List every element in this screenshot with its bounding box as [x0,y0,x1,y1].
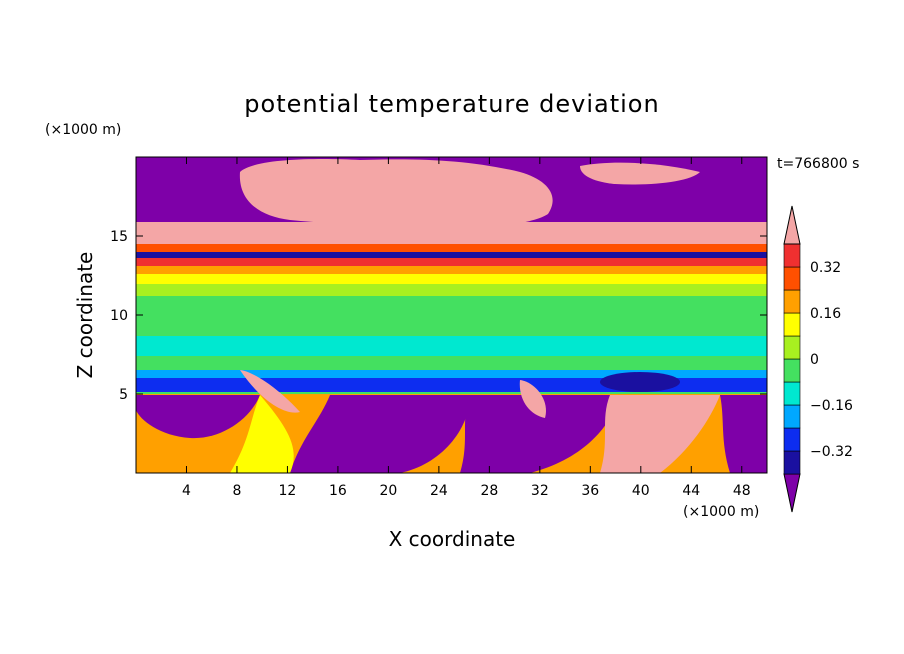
colorbar-segment [783,335,801,360]
blob-lower-yellow [230,395,294,473]
y-tick-label: 10 [110,308,128,324]
blob-lower-warm [600,395,720,473]
colorbar-segment [783,243,801,268]
blob-lower-warm-2 [240,370,300,413]
x-tick-label: 48 [733,483,751,499]
blob-lower-purple-4 [720,395,767,473]
band-cyan [136,336,767,356]
blob-upper-warm [239,159,553,229]
x-tick-label: 32 [531,483,549,499]
blob-cold-mid [600,372,680,392]
x-tick-label: 8 [232,483,241,499]
colorbar-tick-label: −0.32 [810,444,853,460]
colorbar-tick-label: 0 [810,352,819,368]
band-green [136,296,767,336]
x-tick-label: 4 [182,483,191,499]
colorbar-tick-label: −0.16 [810,398,853,414]
colorbar-low-arrow [783,473,801,513]
band-yellow [136,274,767,284]
band-blue [136,252,767,258]
colorbar-segment [783,312,801,337]
band-green-2 [136,356,767,370]
x-tick-label: 24 [430,483,448,499]
colorbar-segment [783,450,801,475]
band-lightblue [136,370,767,378]
time-label: t=766800 s [777,156,859,172]
x-tick-label: 40 [632,483,650,499]
colorbar-segment [783,358,801,383]
x-axis-label: X coordinate [389,527,516,551]
y-axis-label: Z coordinate [73,252,97,379]
y-tick-label: 5 [119,387,128,403]
blob-upper-warm-2 [580,162,700,185]
colorbar-segment [783,404,801,429]
x-tick-label: 12 [279,483,297,499]
colorbar-tick-label: 0.16 [810,306,841,322]
x-tick-label: 44 [682,483,700,499]
blob-lower-purple-3 [460,395,620,473]
colorbar-segment [783,381,801,406]
x-axis: 4 8 12 16 20 24 28 32 36 40 44 48 [182,157,751,499]
colorbar-segment [783,427,801,452]
blob-lower-warm-3 [519,380,546,418]
x-tick-label: 20 [379,483,397,499]
band-orange [136,244,767,252]
y-tick-label: 15 [110,229,128,245]
y-axis: 5 10 15 [110,229,767,403]
colorbar-tick-label: 0.32 [810,260,841,276]
band-lime [136,284,767,296]
chart-title: potential temperature deviation [244,90,659,118]
x-tick-label: 16 [329,483,347,499]
colorbar: 0.32 0.16 0 −0.16 −0.32 [783,205,853,513]
x-tick-label: 36 [581,483,599,499]
blob-lower-purple-2 [290,395,470,473]
colorbar-segment [783,289,801,314]
y-unit-label: (×1000 m) [45,122,121,138]
band-red [136,258,767,266]
band-warm-15km [136,222,767,244]
contour-field [136,157,767,473]
colorbar-high-arrow [783,205,801,245]
band-orange-2 [136,266,767,274]
x-unit-label: (×1000 m) [683,504,759,520]
blob-lower-purple-1 [136,395,260,439]
x-tick-label: 28 [480,483,498,499]
colorbar-segment [783,266,801,291]
